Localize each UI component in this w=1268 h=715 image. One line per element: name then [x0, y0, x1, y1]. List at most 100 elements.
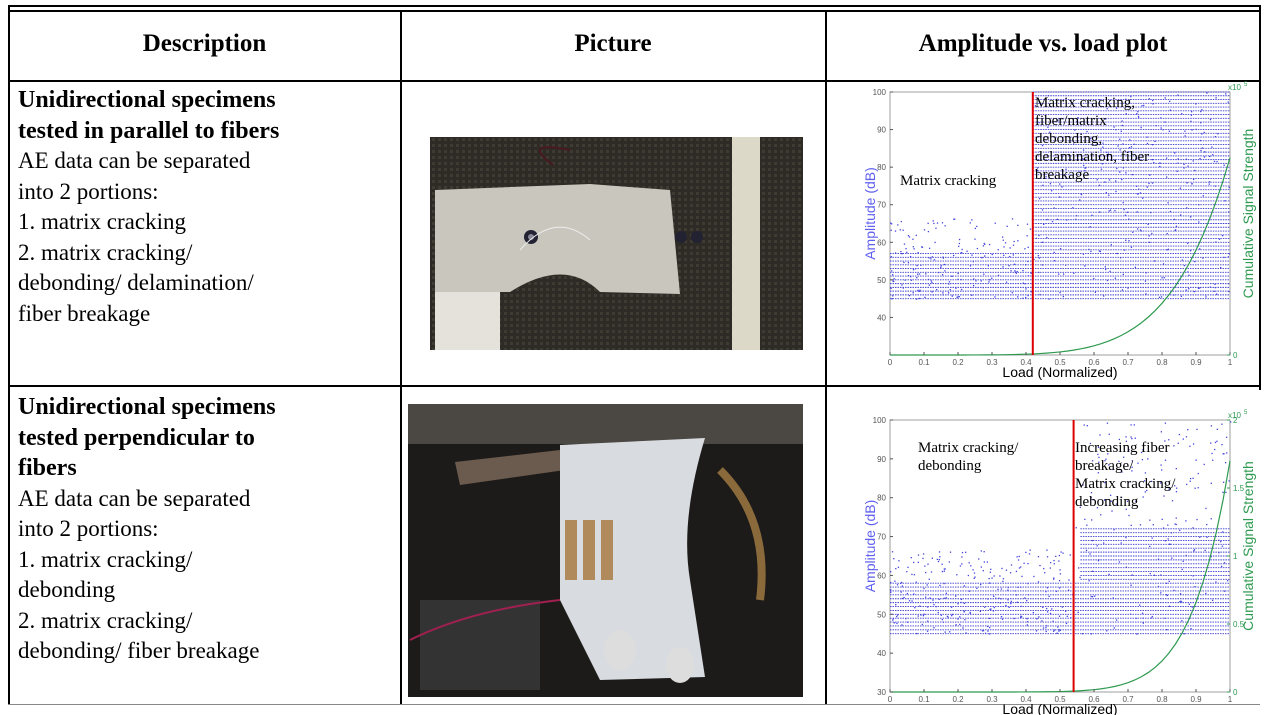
scatter-dot — [1138, 189, 1139, 190]
scatter-dot — [1024, 597, 1025, 598]
scatter-dot — [1158, 558, 1159, 559]
scatter-dot — [1160, 117, 1161, 118]
scatter-dot — [1227, 580, 1228, 581]
scatter-dot — [942, 222, 943, 223]
scatter-dot — [915, 268, 916, 269]
scatter-dot — [1117, 253, 1118, 254]
scatter-dot — [1198, 487, 1199, 488]
scatter-dot — [923, 588, 924, 589]
scatter-dot — [1042, 242, 1043, 243]
scatter-dot — [1180, 214, 1181, 215]
scatter-dot — [959, 239, 960, 240]
scatter-dot — [1212, 154, 1213, 155]
scatter-dot — [956, 297, 957, 298]
scatter-dot — [1048, 298, 1049, 299]
scatter-dot — [929, 284, 930, 285]
scatter-dot — [1211, 483, 1212, 484]
annotation: breakage/ — [1075, 458, 1134, 474]
scatter-dot — [932, 599, 933, 600]
scatter-dot — [1056, 633, 1057, 634]
scatter-dot — [944, 264, 945, 265]
scatter-dot — [984, 607, 985, 608]
scatter-dot — [929, 579, 930, 580]
scatter-dot — [1162, 129, 1163, 130]
scatter-dot — [1200, 111, 1201, 112]
scatter-dot — [1042, 209, 1043, 210]
scatter-dot — [933, 627, 934, 628]
scatter-dot — [989, 609, 990, 610]
scatter-dot — [1036, 618, 1037, 619]
scatter-dot — [1152, 616, 1153, 617]
scatter-dot — [1109, 210, 1110, 211]
scatter-dot — [988, 281, 989, 282]
scatter-dot — [1068, 579, 1069, 580]
scatter-dot — [1070, 554, 1071, 555]
scatter-dot — [974, 572, 975, 573]
scatter-dot — [919, 298, 920, 299]
scatter-dot — [1228, 101, 1229, 102]
annotation: debonding — [918, 458, 982, 474]
scatter-dot — [1047, 611, 1048, 612]
scatter-dot — [895, 604, 896, 605]
scatter-dot — [1114, 627, 1115, 628]
scatter-dot — [1210, 286, 1211, 287]
scatter-dot — [892, 295, 893, 296]
scatter-dot — [1166, 249, 1167, 250]
scatter-dot — [918, 562, 919, 563]
scatter-dot — [925, 597, 926, 598]
scatter-dot — [1163, 495, 1164, 496]
scatter-dot — [971, 295, 972, 296]
scatter-dot — [942, 564, 943, 565]
scatter-dot — [1182, 259, 1183, 260]
scatter-dot — [1164, 121, 1165, 122]
scatter-dot — [1187, 243, 1188, 244]
scatter-dot — [1225, 462, 1226, 463]
scatter-dot — [1058, 273, 1059, 274]
scatter-dot — [1214, 161, 1215, 162]
scatter-dot — [1089, 553, 1090, 554]
scatter-dot — [1193, 179, 1194, 180]
scatter-dot — [1194, 261, 1195, 262]
scatter-dot — [1154, 575, 1155, 576]
scatter-dot — [1211, 453, 1212, 454]
scatter-dot — [1054, 563, 1055, 564]
scatter-dot — [934, 259, 935, 260]
scatter-dot — [928, 279, 929, 280]
y-tick-label: 100 — [873, 88, 887, 97]
scatter-dot — [939, 585, 940, 586]
scatter-dot — [959, 243, 960, 244]
scatter-dot — [960, 602, 961, 603]
scatter-dot — [1127, 212, 1128, 213]
scatter-dot — [943, 622, 944, 623]
scatter-dot — [912, 239, 913, 240]
scatter-dot — [936, 606, 937, 607]
scatter-dot — [1042, 607, 1043, 608]
y-tick-label: 80 — [877, 163, 886, 172]
scatter-dot — [1073, 273, 1074, 274]
scatter-dot — [943, 583, 944, 584]
scatter-dot — [990, 569, 991, 570]
scatter-dot — [1115, 191, 1116, 192]
scatter-dot — [894, 278, 895, 279]
y2-tick-label: 1 — [1233, 552, 1238, 561]
scatter-dot — [1176, 488, 1177, 489]
scatter-dot — [1173, 294, 1174, 295]
scatter-dot — [1017, 602, 1018, 603]
scatter-dot — [992, 254, 993, 255]
scatter-dot — [1126, 113, 1127, 114]
scatter-dot — [1130, 614, 1131, 615]
scatter-dot — [1206, 524, 1207, 525]
scatter-dot — [984, 255, 985, 256]
scatter-dot — [1093, 278, 1094, 279]
scatter-dot — [1025, 552, 1026, 553]
scatter-dot — [1132, 574, 1133, 575]
scatter-dot — [1027, 261, 1028, 262]
scatter-dot — [1186, 484, 1187, 485]
scatter-dot — [1147, 458, 1148, 459]
y-tick-label: 50 — [877, 276, 886, 285]
scatter-dot — [1138, 117, 1139, 118]
scatter-dot — [1166, 629, 1167, 630]
annotation: Matrix cracking/ — [1075, 476, 1176, 492]
scatter-dot — [1146, 136, 1147, 137]
scatter-dot — [1114, 210, 1115, 211]
